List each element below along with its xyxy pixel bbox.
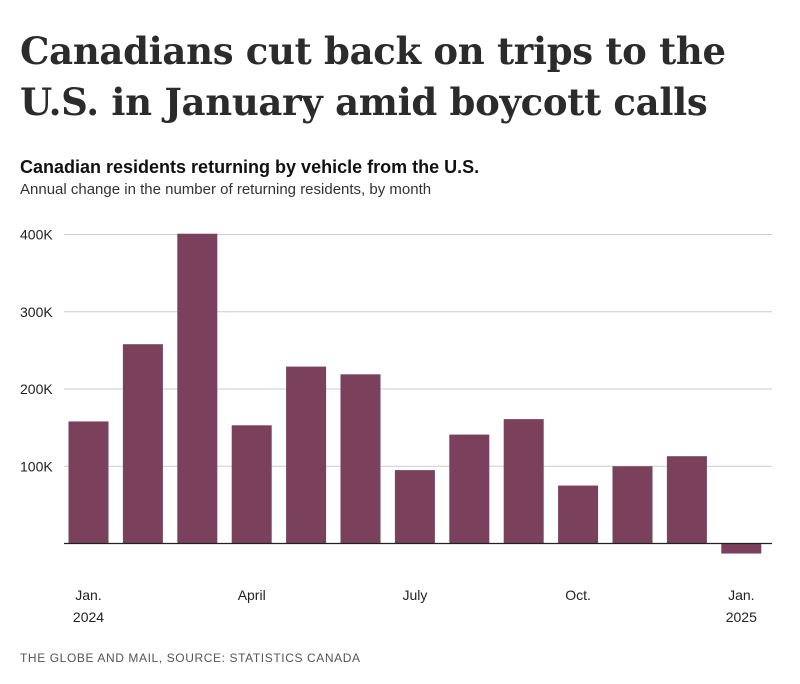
x-tick-label: July [402, 587, 427, 603]
bar [721, 543, 762, 554]
y-tick-label: 300K [20, 304, 53, 320]
x-tick-label: 2025 [726, 609, 757, 625]
y-tick-label: 400K [20, 227, 53, 243]
y-tick-label: 200K [20, 381, 53, 397]
bar [449, 434, 490, 544]
bar [503, 419, 544, 544]
x-tick-label: April [238, 587, 266, 603]
x-tick-label: Oct. [565, 587, 591, 603]
bar [394, 470, 435, 544]
y-tick-label: 100K [20, 458, 53, 474]
x-tick-label: 2024 [73, 609, 104, 625]
bar [666, 456, 707, 544]
x-tick-label: Jan. [728, 587, 754, 603]
bar [68, 421, 109, 544]
x-tick-label: Jan. [75, 587, 101, 603]
headline: Canadians cut back on trips to the U.S. … [20, 29, 726, 124]
bar [231, 425, 272, 544]
bar [286, 366, 327, 544]
chart-subtitle: Annual change in the number of returning… [20, 181, 432, 198]
bar [177, 233, 218, 544]
chart-title: Canadian residents returning by vehicle … [20, 157, 480, 177]
y-axis-ticks: 100K 200K 300K 400K [20, 227, 53, 475]
bar [612, 466, 653, 544]
bar [340, 374, 381, 544]
source-credit: THE GLOBE AND MAIL, SOURCE: STATISTICS C… [20, 651, 361, 665]
bars [68, 233, 762, 554]
x-axis-ticks: Jan. 2024 April July Oct. Jan. 2025 [73, 587, 757, 625]
bar [122, 344, 163, 544]
gridlines [64, 234, 772, 467]
bar [558, 485, 599, 544]
